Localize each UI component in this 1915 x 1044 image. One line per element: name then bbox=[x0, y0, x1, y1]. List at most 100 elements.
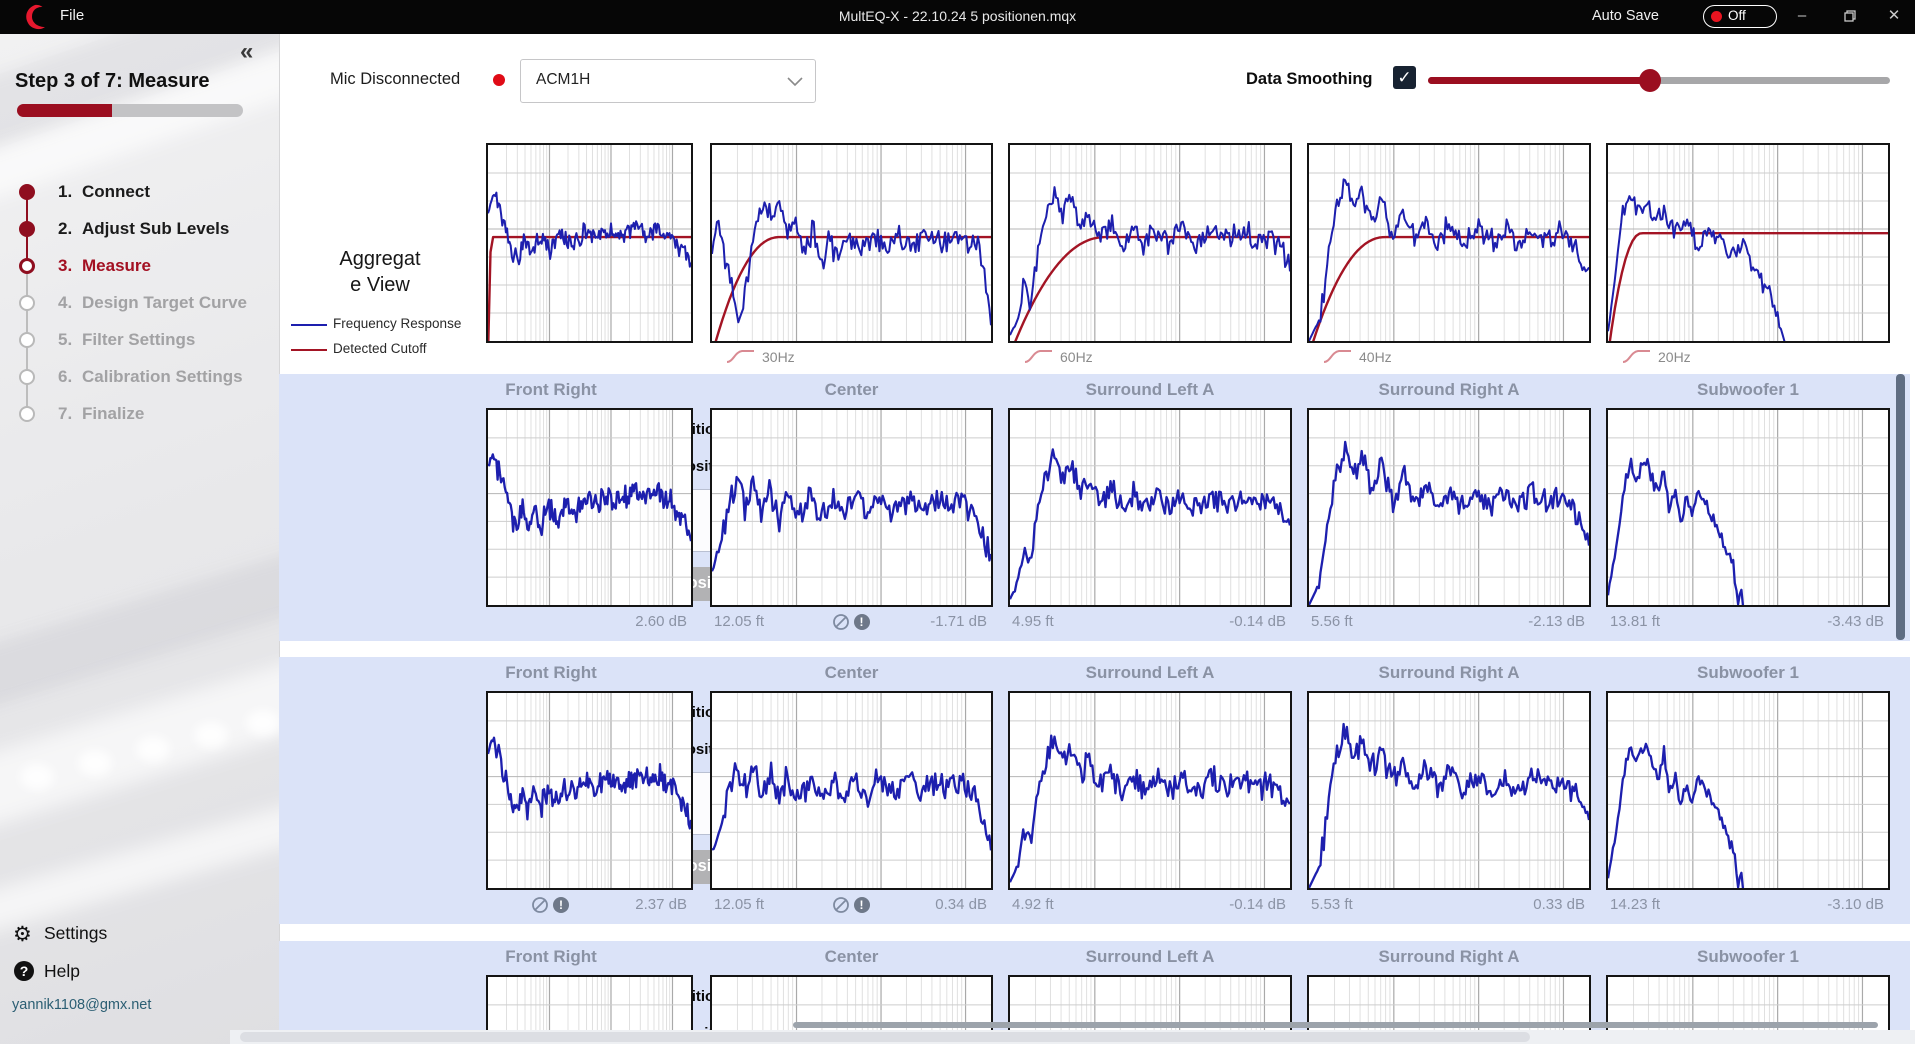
data-smoothing-label: Data Smoothing bbox=[1246, 70, 1373, 88]
excluded-icon bbox=[832, 897, 849, 913]
settings-label: Settings bbox=[44, 923, 108, 943]
cutoff-frequency-label: 20Hz bbox=[1658, 349, 1691, 365]
channel-header: Subwoofer 1 bbox=[1696, 947, 1799, 966]
bottom-scrollbar-thumb[interactable] bbox=[240, 1032, 1530, 1042]
file-menu[interactable]: File bbox=[60, 7, 85, 24]
trim-value: 0.33 dB bbox=[1533, 896, 1585, 913]
step-number: 3. bbox=[58, 256, 73, 275]
step-circle-2[interactable] bbox=[19, 221, 35, 237]
legend-line-icon bbox=[291, 324, 327, 326]
sidebar-item-adjust-sub-levels[interactable]: 2. Adjust Sub Levels bbox=[58, 219, 229, 239]
warning-icon[interactable]: ! bbox=[553, 897, 569, 913]
collapse-sidebar-button[interactable]: « bbox=[240, 38, 254, 65]
aggregate-label-line1: Aggregat bbox=[339, 248, 421, 270]
mic-device-select[interactable]: ACM1H bbox=[520, 59, 816, 103]
channel-header: Center bbox=[824, 663, 879, 682]
step-number: 1. bbox=[58, 182, 73, 201]
auto-save-dot-icon bbox=[1711, 10, 1722, 22]
window-title: MultEQ-X - 22.10.24 5 positionen.mqx bbox=[838, 8, 1077, 24]
step-label: Calibration Settings bbox=[82, 367, 243, 386]
channel-header: Surround Right A bbox=[1378, 380, 1520, 399]
highpass-icon bbox=[1024, 350, 1052, 363]
distance-value: 5.53 ft bbox=[1311, 896, 1353, 913]
distance-value: 14.23 ft bbox=[1610, 896, 1661, 913]
channel-header: Front Right bbox=[505, 663, 597, 682]
sidebar-item-design-target-curve[interactable]: 4. Design Target Curve bbox=[58, 293, 247, 313]
frequency-chart bbox=[710, 408, 993, 607]
data-smoothing-checkbox[interactable]: ✓ bbox=[1393, 66, 1416, 89]
frequency-chart bbox=[1307, 408, 1591, 607]
close-button[interactable]: ✕ bbox=[1887, 7, 1901, 24]
cutoff-frequency-label: 60Hz bbox=[1060, 349, 1093, 365]
warning-icon[interactable]: ! bbox=[853, 897, 870, 913]
step-circle-4[interactable] bbox=[19, 295, 35, 311]
mic-status-label: Mic Disconnected bbox=[330, 70, 461, 88]
frequency-chart bbox=[486, 143, 693, 343]
step-number: 7. bbox=[58, 404, 73, 423]
distance-value: 12.05 ft bbox=[714, 613, 765, 630]
step-circle-5[interactable] bbox=[19, 332, 35, 348]
step-label: Finalize bbox=[82, 404, 145, 423]
slider-thumb[interactable] bbox=[1638, 69, 1661, 92]
channel-header: Surround Left A bbox=[1085, 380, 1215, 399]
frequency-chart bbox=[486, 408, 693, 607]
help-label: Help bbox=[44, 961, 80, 981]
trim-value: -0.14 dB bbox=[1229, 613, 1286, 630]
sidebar-item-calibration-settings[interactable]: 6. Calibration Settings bbox=[58, 367, 243, 387]
aggregate-view-label: Aggregat e View bbox=[310, 246, 450, 298]
trim-value: 2.60 dB bbox=[635, 613, 687, 630]
frequency-chart bbox=[710, 691, 993, 890]
trim-value: -0.14 dB bbox=[1229, 896, 1286, 913]
distance-value: 5.56 ft bbox=[1311, 613, 1353, 630]
legend-label: Frequency Response bbox=[333, 316, 462, 331]
trim-value: 0.34 dB bbox=[935, 896, 987, 913]
audyssey-logo-icon bbox=[26, 4, 45, 30]
channel-header: Surround Left A bbox=[1085, 947, 1215, 966]
account-email-link[interactable]: yannik1108@gmx.net bbox=[12, 997, 152, 1013]
mic-status-dot-icon bbox=[493, 74, 505, 86]
step-circle-7[interactable] bbox=[19, 406, 35, 422]
auto-save-toggle[interactable]: Off bbox=[1703, 5, 1777, 28]
sidebar-item-measure[interactable]: 3. Measure bbox=[58, 256, 151, 276]
step-label: Filter Settings bbox=[82, 330, 196, 349]
cell-status-icons: ! bbox=[832, 613, 870, 631]
step-number: 6. bbox=[58, 367, 73, 386]
minimize-button[interactable]: – bbox=[1797, 7, 1807, 24]
frequency-chart bbox=[1008, 408, 1292, 607]
frequency-chart bbox=[1307, 691, 1591, 890]
frequency-chart bbox=[1606, 408, 1890, 607]
help-icon: ? bbox=[14, 961, 34, 981]
step-circle-1[interactable] bbox=[19, 184, 35, 200]
sidebar-item-connect[interactable]: 1. Connect bbox=[58, 182, 150, 202]
auto-save-state: Off bbox=[1728, 8, 1746, 23]
highpass-icon bbox=[726, 350, 754, 363]
cell-status-icons: ! bbox=[531, 896, 569, 914]
step-progress-fill bbox=[17, 104, 112, 117]
sidebar-item-filter-settings[interactable]: 5. Filter Settings bbox=[58, 330, 195, 350]
trim-value: -3.10 dB bbox=[1827, 896, 1884, 913]
excluded-icon bbox=[532, 897, 548, 913]
step-circle-3[interactable] bbox=[19, 258, 35, 274]
cutoff-frequency-label: 30Hz bbox=[762, 349, 795, 365]
frequency-chart bbox=[1307, 143, 1591, 343]
vertical-scrollbar-thumb[interactable] bbox=[1896, 374, 1905, 640]
channel-header: Center bbox=[824, 947, 879, 966]
channel-header: Front Right bbox=[505, 947, 597, 966]
frequency-chart bbox=[1008, 143, 1292, 343]
trim-value: -1.71 dB bbox=[930, 613, 987, 630]
aggregate-label-line2: e View bbox=[350, 274, 410, 296]
step-number: 5. bbox=[58, 330, 73, 349]
step-number: 4. bbox=[58, 293, 73, 312]
highpass-icon bbox=[1323, 350, 1351, 363]
charts-horizontal-scrollbar[interactable] bbox=[793, 1022, 1878, 1028]
data-smoothing-slider[interactable] bbox=[1428, 69, 1890, 92]
step-progress-bar bbox=[17, 104, 243, 117]
channel-header: Surround Right A bbox=[1378, 947, 1520, 966]
sidebar-item-finalize[interactable]: 7. Finalize bbox=[58, 404, 144, 424]
step-circle-6[interactable] bbox=[19, 369, 35, 385]
restore-button[interactable] bbox=[1828, 0, 1872, 34]
title-bar: File MultEQ-X - 22.10.24 5 positionen.mq… bbox=[0, 0, 1915, 34]
warning-icon[interactable]: ! bbox=[853, 614, 870, 630]
channel-header: Surround Right A bbox=[1378, 663, 1520, 682]
distance-value: 4.92 ft bbox=[1012, 896, 1054, 913]
